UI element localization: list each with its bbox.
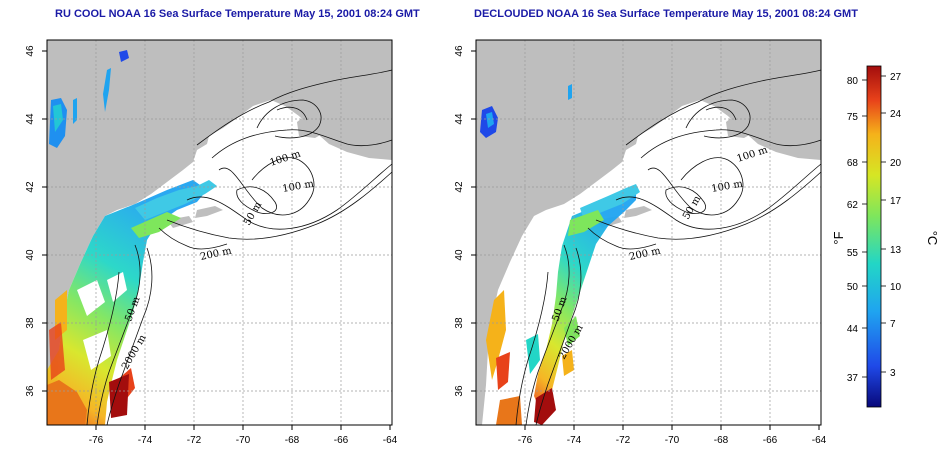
colorbar-f-tick-label: 55	[847, 248, 859, 259]
colorbar-f-tick-label: 80	[847, 76, 859, 87]
colorbar-f-tick-label: 75	[847, 112, 859, 123]
right-y-tick-label: 46	[454, 45, 465, 57]
right-y-tick-label: 42	[454, 181, 465, 193]
right-map: 100 m 100 m 50 m 200 m 50 m 2000 m -76 -…	[454, 39, 827, 446]
colorbar-c-tick-label: 3	[890, 368, 896, 379]
colorbar-c-tick-label: 7	[890, 319, 896, 330]
left-map-gridlines	[47, 40, 392, 425]
left-y-tick-label: 44	[25, 113, 36, 125]
left-y-tick-label: 42	[25, 181, 36, 193]
left-x-tick-label: -68	[285, 435, 300, 446]
colorbar-c-tick-label: 20	[890, 158, 902, 169]
right-y-tick-label: 40	[454, 249, 465, 261]
left-y-tick-label: 46	[25, 45, 36, 57]
left-x-tick-label: -70	[236, 435, 251, 446]
left-map-title: RU COOL NOAA 16 Sea Surface Temperature …	[55, 8, 420, 20]
colorbar-f-tick-label: 37	[847, 373, 859, 384]
right-y-tick-label: 44	[454, 113, 465, 125]
left-map-frame	[46, 39, 393, 426]
left-x-tick-label: -74	[138, 435, 153, 446]
colorbar-f-tick-label: 62	[847, 200, 859, 211]
left-x-tick-label: -72	[187, 435, 202, 446]
colorbar: 80 75 68 62 55 50 44 37 27 24 20 17 13 1…	[831, 65, 940, 408]
colorbar-c-tick-label: 17	[890, 196, 902, 207]
colorbar-c-tick-label: 13	[890, 245, 902, 256]
colorbar-f-tick-label: 50	[847, 282, 859, 293]
right-map-gridlines	[476, 40, 821, 425]
right-x-tick-label: -64	[812, 435, 827, 446]
left-y-tick-label: 36	[25, 385, 36, 397]
right-x-tick-label: -72	[616, 435, 631, 446]
colorbar-c-tick-label: 27	[890, 72, 902, 83]
colorbar-gradient	[866, 65, 882, 408]
left-x-tick-label: -64	[383, 435, 398, 446]
right-map-frame	[475, 39, 822, 426]
right-map-ticks	[471, 50, 820, 430]
colorbar-c-tick-label: 24	[890, 109, 902, 120]
left-map-ticks	[42, 50, 391, 430]
colorbar-celsius-unit: °C	[925, 231, 940, 246]
left-y-tick-label: 38	[25, 317, 36, 329]
colorbar-f-tick-label: 68	[847, 158, 859, 169]
right-x-tick-label: -66	[763, 435, 778, 446]
right-map-title: DECLOUDED NOAA 16 Sea Surface Temperatur…	[474, 8, 858, 20]
left-x-tick-label: -76	[89, 435, 104, 446]
right-y-tick-label: 36	[454, 385, 465, 397]
colorbar-f-tick-label: 44	[847, 324, 859, 335]
left-y-tick-label: 40	[25, 249, 36, 261]
right-x-tick-label: -68	[714, 435, 729, 446]
right-y-tick-label: 38	[454, 317, 465, 329]
colorbar-fahrenheit-unit: °F	[831, 231, 846, 244]
colorbar-c-tick-label: 10	[890, 282, 902, 293]
colorbar-ticks	[862, 75, 886, 378]
right-x-tick-label: -74	[567, 435, 582, 446]
left-map: 100 m 100 m 50 m 200 m 50 m 2000 m -76 -…	[25, 39, 398, 446]
right-x-tick-label: -70	[665, 435, 680, 446]
left-x-tick-label: -66	[334, 435, 349, 446]
right-x-tick-label: -76	[518, 435, 533, 446]
